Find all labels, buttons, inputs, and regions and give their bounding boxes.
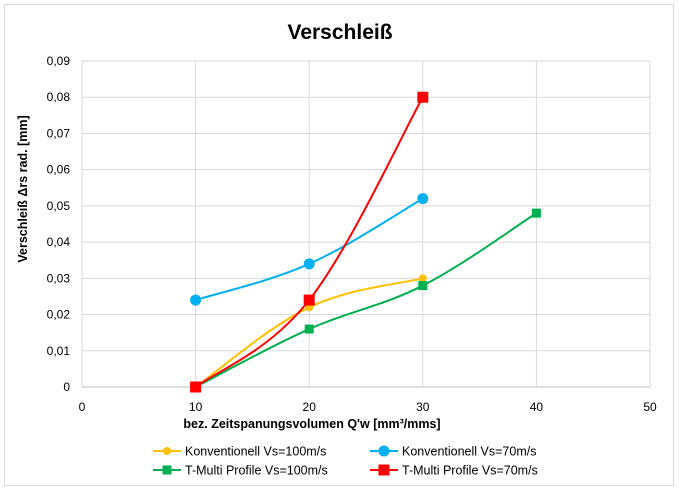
- x-tick-label: 10: [189, 400, 203, 414]
- y-tick-label: 0,02: [47, 308, 71, 322]
- x-tick-label: 20: [303, 400, 317, 414]
- legend-swatch-marker-1: [163, 447, 171, 455]
- chart-title: Verschleiß: [287, 21, 392, 44]
- x-axis-title: bez. Zeitspanungsvolumen Q'w [mm³/mms]: [183, 417, 440, 431]
- x-tick-label: 30: [416, 400, 430, 414]
- y-tick-label: 0,01: [47, 344, 71, 358]
- data-point-series-4: [303, 294, 315, 306]
- y-tick-label: 0,08: [47, 90, 71, 104]
- y-tick-label: 0,04: [47, 235, 71, 249]
- y-tick-label: 0,09: [47, 54, 71, 68]
- legend-swatch-marker-4: [378, 464, 390, 476]
- legend-swatch-marker-2: [378, 445, 390, 457]
- legend-label-4: T-Multi Profile Vs=70m/s: [402, 464, 538, 478]
- data-point-series-2: [303, 258, 315, 270]
- data-point-series-4: [417, 91, 429, 103]
- legend-label-1: Konventionell Vs=100m/s: [185, 445, 326, 459]
- data-point-series-2: [417, 193, 429, 205]
- y-tick-label: 0,06: [47, 163, 71, 177]
- x-tick-label: 0: [79, 400, 86, 414]
- data-point-series-2: [190, 294, 202, 306]
- y-axis-title: Verschleiß Δrs rad. [mm]: [16, 115, 30, 262]
- x-tick-label: 40: [530, 400, 544, 414]
- gridlines: [81, 60, 651, 388]
- x-tick-labels: 0 10 20 30 40 50: [79, 400, 657, 414]
- y-tick-labels: 0 0,01 0,02 0,03 0,04 0,05 0,06 0,07 0,08 0,09: [47, 54, 71, 394]
- y-tick-label: 0: [63, 380, 70, 394]
- x-tick-label: 50: [643, 400, 657, 414]
- legend-label-3: T-Multi Profile Vs=100m/s: [185, 464, 328, 478]
- data-point-series-3: [531, 208, 541, 218]
- chart-frame: [4, 4, 674, 486]
- y-tick-label: 0,07: [47, 126, 71, 140]
- series-markers: [190, 91, 541, 393]
- y-tick-label: 0,03: [47, 271, 71, 285]
- data-point-series-3: [418, 281, 428, 291]
- data-point-series-1: [418, 274, 427, 283]
- series-line-3: [195, 212, 537, 388]
- legend-label-2: Konventionell Vs=70m/s: [402, 445, 536, 459]
- data-point-series-3: [304, 324, 314, 334]
- y-tick-label: 0,05: [47, 199, 71, 213]
- data-point-series-4: [190, 381, 202, 393]
- legend: Konventionell Vs=100m/s Konventionell Vs=…: [153, 445, 538, 478]
- legend-swatch-marker-3: [162, 465, 172, 475]
